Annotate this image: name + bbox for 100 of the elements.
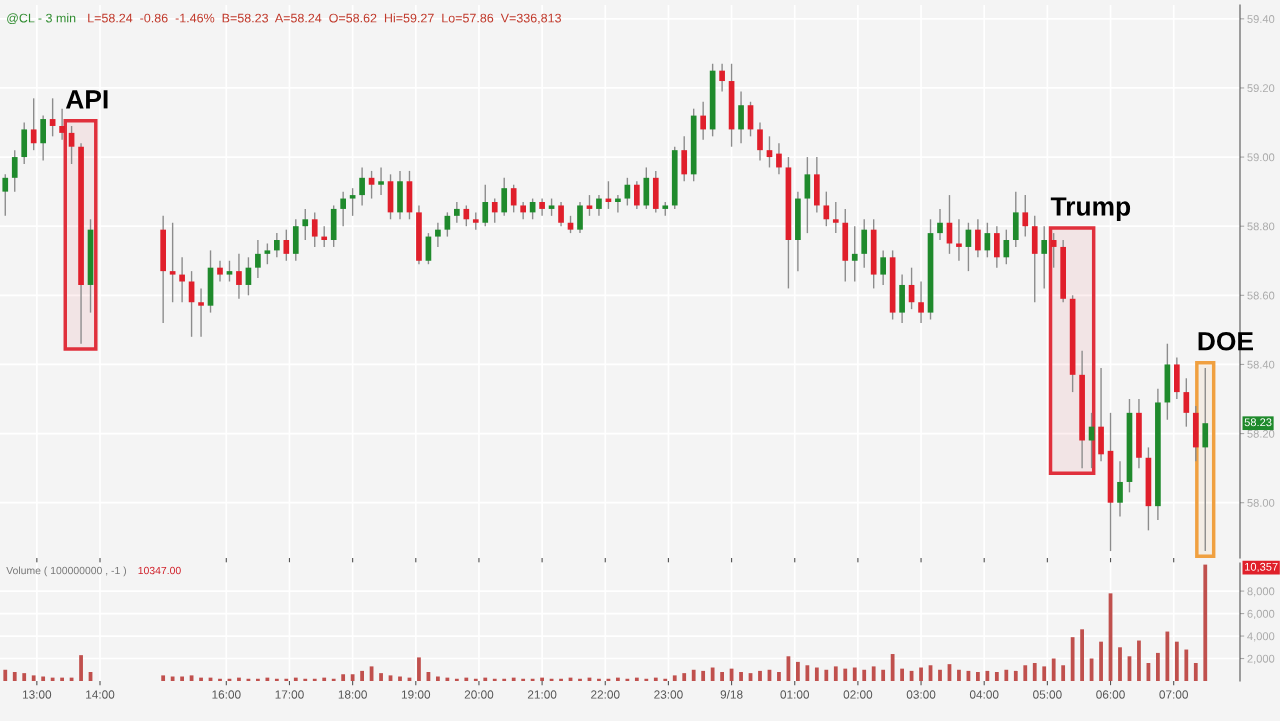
y-tick-label: 59.20 — [1247, 84, 1275, 93]
x-tick-label: 23:00 — [654, 690, 683, 699]
bar — [398, 676, 402, 681]
y-tick-label: 6,000 — [1247, 609, 1275, 620]
bar — [341, 674, 346, 681]
candlestick — [1050, 232, 1057, 269]
candlestick — [283, 228, 290, 262]
bar — [1165, 631, 1170, 681]
candlestick — [169, 222, 176, 303]
bar — [890, 654, 895, 681]
x-tick-label: 05:00 — [1033, 690, 1062, 699]
candlestick — [700, 101, 706, 141]
bar — [350, 674, 355, 681]
bar — [900, 668, 904, 681]
bar — [322, 677, 327, 681]
bar — [1042, 666, 1047, 681]
text: @CL - 3 min — [7, 13, 76, 25]
y-tick-label: 4,000 — [1247, 632, 1275, 642]
bar — [1061, 665, 1066, 681]
x-tick-label: 07:00 — [1159, 690, 1188, 699]
x-tick-label: 01:00 — [780, 690, 810, 699]
bar — [1023, 665, 1028, 681]
x-tick-label: 06:00 — [1096, 690, 1125, 699]
bar — [843, 668, 848, 681]
candlestick — [378, 166, 384, 196]
bar — [616, 677, 620, 681]
candlestick — [255, 239, 261, 279]
candlestick — [823, 190, 830, 227]
candlestick — [766, 135, 773, 169]
x-tick-label: 03:00 — [906, 690, 936, 699]
bar — [814, 667, 819, 681]
candlestick — [757, 121, 763, 162]
text: 10,357 — [1245, 562, 1278, 573]
bar — [464, 677, 469, 681]
y-tick-label: 58.20 — [1247, 429, 1275, 438]
bar — [758, 670, 762, 681]
candlestick — [918, 280, 924, 324]
bar — [445, 677, 450, 681]
candlestick — [1183, 377, 1190, 428]
bar — [1032, 663, 1037, 681]
x-tick-label: 9/18 — [720, 690, 743, 699]
bar — [1099, 641, 1103, 681]
bar — [938, 669, 942, 681]
bar — [293, 677, 298, 681]
candlestick — [937, 208, 943, 241]
bar — [417, 657, 421, 681]
x-tick-label: 14:00 — [86, 690, 115, 699]
bar — [672, 675, 677, 681]
bar — [379, 673, 383, 681]
candlestick — [851, 225, 858, 283]
candlestick — [226, 260, 233, 283]
candlestick — [956, 218, 962, 262]
bar — [540, 677, 544, 681]
bar — [170, 676, 175, 681]
bar — [994, 672, 999, 681]
candlestick — [615, 194, 621, 214]
candlestick — [311, 211, 318, 248]
x-tick-label: 16:00 — [212, 690, 241, 699]
candlestick — [1117, 460, 1123, 518]
candlestick — [359, 166, 365, 207]
bar — [1118, 647, 1122, 681]
candlestick — [586, 194, 593, 217]
bar — [985, 670, 990, 681]
candlestick — [491, 197, 498, 224]
bar — [653, 677, 658, 681]
bar — [833, 666, 838, 681]
candlestick — [179, 256, 185, 303]
bar — [976, 672, 980, 681]
candlestick — [217, 260, 223, 283]
bar — [483, 677, 488, 681]
x-tick-label: 02:00 — [843, 690, 873, 699]
x-tick-label: 18:00 — [338, 690, 367, 699]
bar — [777, 672, 781, 681]
bar — [957, 669, 961, 681]
bar — [1156, 652, 1160, 681]
bar — [710, 667, 715, 681]
candlestick — [236, 253, 242, 300]
x-tick-label: 21:00 — [527, 690, 557, 699]
x-tick-label: 13:00 — [22, 690, 52, 699]
x-tick-label: 20:00 — [464, 690, 494, 699]
candlestick — [274, 232, 280, 259]
bar — [360, 670, 364, 681]
bar — [691, 669, 696, 681]
candlestick — [558, 201, 564, 227]
band-label: API — [65, 90, 108, 109]
candlestick — [975, 218, 981, 259]
bar — [1080, 629, 1084, 681]
bar — [720, 672, 724, 681]
candlestick — [832, 201, 839, 234]
bar — [180, 676, 184, 681]
bar — [265, 677, 270, 681]
candlestick — [321, 225, 328, 248]
candlestick — [776, 142, 782, 176]
x-tick-label: 17:00 — [275, 690, 304, 699]
candlestick — [463, 204, 470, 227]
bar — [1070, 637, 1075, 681]
candlestick — [1022, 194, 1029, 238]
y-tick-label: 59.40 — [1247, 15, 1275, 23]
bar — [701, 670, 706, 681]
bar — [919, 667, 923, 681]
